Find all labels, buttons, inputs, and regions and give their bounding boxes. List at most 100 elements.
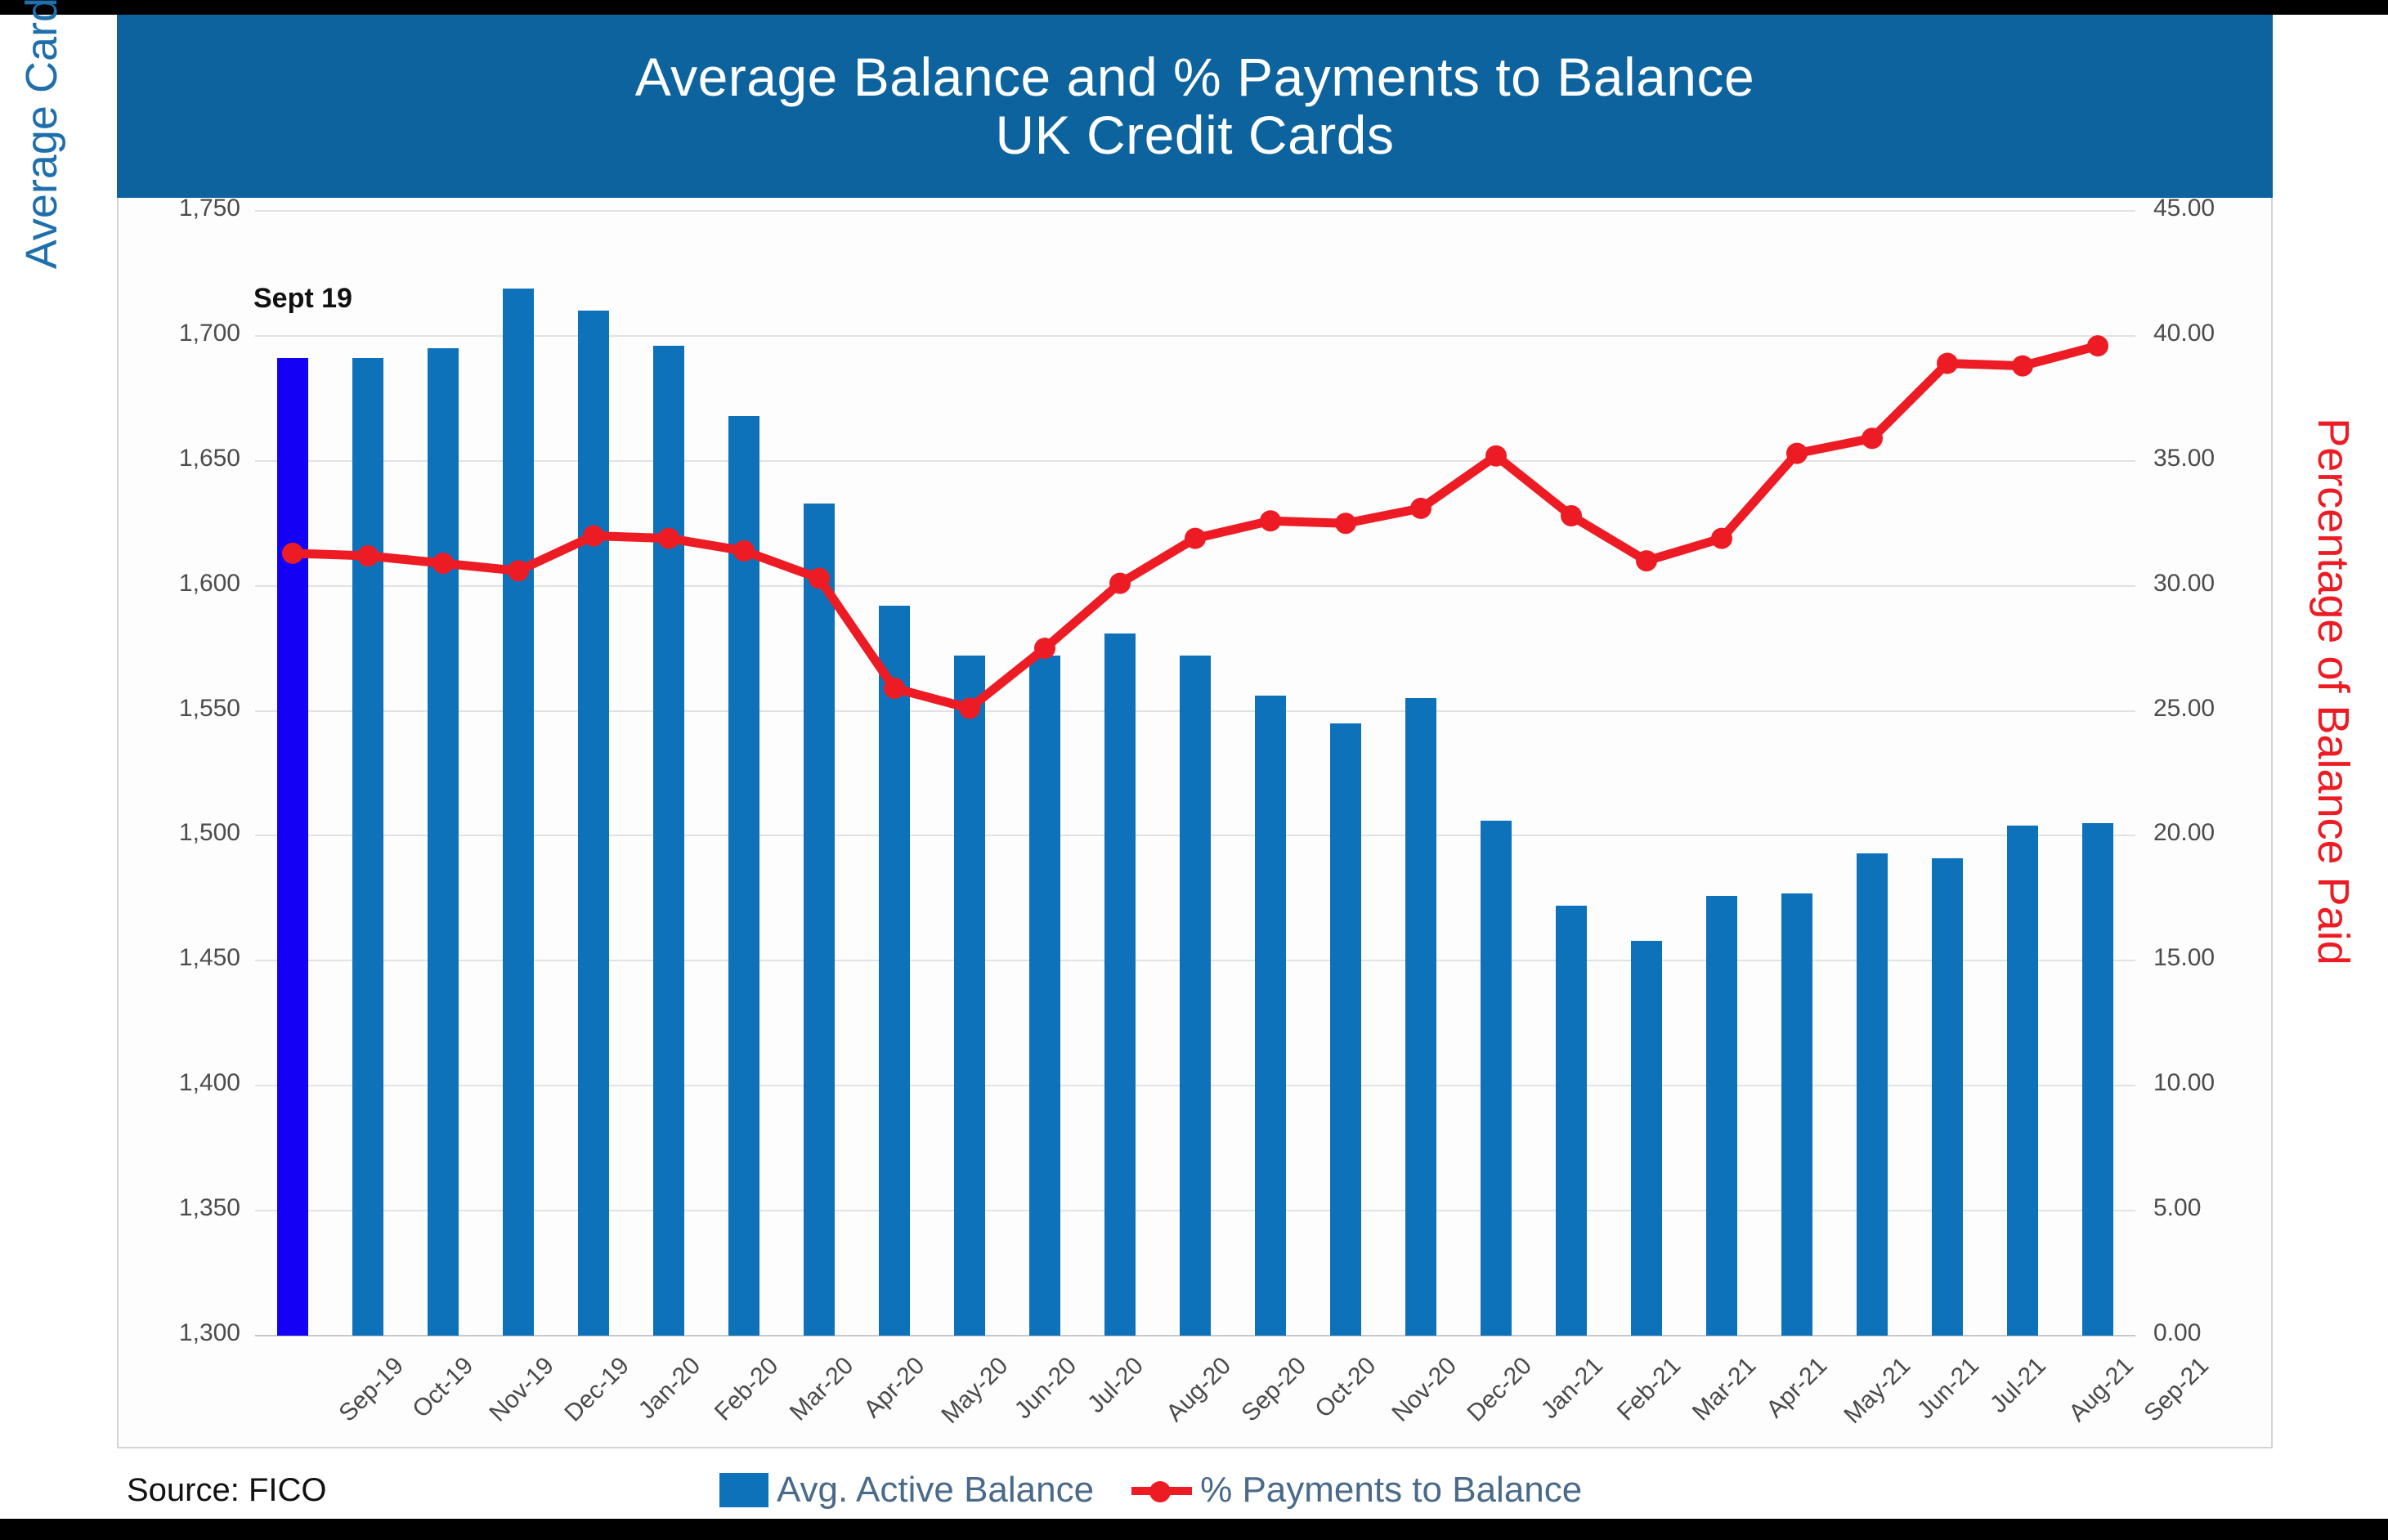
bar-May-20[interactable]	[878, 606, 911, 1336]
chart-title: Average Balance and % Payments to Balanc…	[634, 46, 1755, 165]
line-marker-Nov-20[interactable]: Nov-20: 32.5	[1335, 513, 1356, 535]
line-marker-Sep-20[interactable]: Sep-20: 31.9	[1185, 527, 1206, 549]
line-marker-Jan-21[interactable]: Jan-21: 35.2	[1485, 445, 1507, 467]
left-axis-tick-label: 1,300	[178, 1319, 240, 1346]
x-axis-label-Jun-20: Jun-20	[1009, 1352, 1082, 1425]
x-axis-label-Feb-20: Feb-20	[709, 1352, 784, 1426]
gridline	[255, 210, 2135, 212]
x-axis-label-Sep-21: Sep-21	[2139, 1352, 2215, 1427]
line-marker-Feb-21[interactable]: Feb-21: 32.8	[1561, 505, 1582, 526]
right-axis-tick-label: 5.00	[2153, 1194, 2202, 1222]
right-axis-tick-label: 10.00	[2153, 1069, 2216, 1097]
bar-Jan-21[interactable]	[1480, 821, 1512, 1336]
percent-payments-line	[288, 341, 2103, 713]
right-axis-tick-label: 25.00	[2153, 694, 2216, 722]
left-axis-tick-label: 1,700	[178, 319, 240, 347]
gridline	[255, 334, 2135, 337]
x-axis-label-Aug-21: Aug-21	[2063, 1352, 2139, 1427]
gridline	[255, 459, 2135, 462]
x-axis-label-May-20: May-20	[936, 1352, 1014, 1430]
line-marker-Mar-21[interactable]: Mar-21: 31	[1636, 550, 1657, 572]
bar-Nov-20[interactable]	[1329, 723, 1362, 1336]
legend-item-percent-payments-to-balance[interactable]: % Payments to Balance	[1131, 1470, 1582, 1511]
line-marker-Oct-20[interactable]: Oct-20: 32.6	[1260, 510, 1281, 532]
x-axis-label-Oct-19: Oct-19	[407, 1352, 479, 1423]
x-axis-label-Jul-20: Jul-20	[1082, 1352, 1149, 1419]
left-axis-tick-label: 1,450	[178, 944, 240, 972]
bar-Apr-21[interactable]	[1705, 895, 1738, 1336]
bar-Aug-21[interactable]	[2006, 826, 2039, 1336]
bar-Feb-20[interactable]	[652, 346, 685, 1336]
bar-Jun-21[interactable]	[1856, 853, 1888, 1336]
line-marker-Aug-20[interactable]: Aug-20: 30.1	[1109, 572, 1131, 594]
bar-Jul-20[interactable]	[1028, 656, 1061, 1336]
x-axis-label-Jun-21: Jun-21	[1911, 1352, 1985, 1425]
bar-Oct-19[interactable]	[352, 358, 384, 1336]
x-axis-label-Mar-21: Mar-21	[1687, 1352, 1762, 1426]
bar-Sep-19[interactable]	[276, 358, 309, 1336]
legend-label-avg-active-balance: Avg. Active Balance	[777, 1470, 1095, 1510]
line-marker-Aug-21[interactable]: Aug-21: 38.8	[2012, 355, 2033, 377]
x-axis-label-Feb-21: Feb-21	[1611, 1352, 1687, 1426]
x-axis-label-Mar-20: Mar-20	[784, 1352, 859, 1426]
bar-Sep-20[interactable]	[1179, 656, 1212, 1336]
right-axis-tick-label: 0.00	[2153, 1319, 2202, 1346]
chart-title-line1: Average Balance and % Payments to Balanc…	[634, 46, 1755, 107]
bar-Mar-20[interactable]	[728, 415, 760, 1336]
chart-frame: Sep-19: 31.3Oct-19: 31.2Nov-19: 30.9Dec-…	[117, 195, 2273, 1448]
right-axis-tick-label: 35.00	[2153, 444, 2216, 472]
chart-title-line2: UK Credit Cards	[995, 105, 1395, 165]
bar-Nov-19[interactable]	[427, 348, 459, 1336]
left-axis-tick-label: 1,750	[178, 195, 240, 222]
bar-Jun-20[interactable]	[953, 656, 986, 1336]
sept-19-annotation: Sept 19	[253, 283, 352, 314]
left-axis-tick-label: 1,550	[178, 694, 240, 722]
line-marker-Sep-21[interactable]: Sep-21: 39.6	[2087, 335, 2108, 357]
bar-Feb-21[interactable]	[1555, 906, 1588, 1336]
right-axis-tick-label: 20.00	[2153, 819, 2216, 847]
bar-Mar-21[interactable]	[1630, 940, 1663, 1336]
gridline	[255, 1335, 2135, 1336]
bar-Aug-20[interactable]	[1104, 633, 1136, 1336]
left-axis-tick-label: 1,350	[178, 1194, 240, 1222]
right-axis-tick-label: 40.00	[2153, 319, 2216, 347]
x-axis-label-Jan-21: Jan-21	[1535, 1352, 1609, 1425]
right-axis-tick-label: 45.00	[2153, 195, 2216, 222]
left-axis-title: Average Card Balance	[17, 0, 66, 270]
legend-label-percent-payments-to-balance: % Payments to Balance	[1200, 1470, 1583, 1510]
source-label: Source: FICO	[127, 1472, 327, 1508]
x-axis-label-Jul-21: Jul-21	[1984, 1352, 2052, 1419]
plot-area: Sep-19: 31.3Oct-19: 31.2Nov-19: 30.9Dec-…	[255, 210, 2135, 1336]
bar-Apr-20[interactable]	[803, 503, 836, 1336]
bar-Jan-20[interactable]	[577, 311, 610, 1336]
x-axis-label-Dec-19: Dec-19	[559, 1352, 635, 1427]
x-axis-label-Apr-20: Apr-20	[858, 1352, 930, 1424]
line-marker-Dec-20[interactable]: Dec-20: 33.1	[1410, 497, 1431, 519]
bar-Dec-19[interactable]	[502, 288, 535, 1336]
line-marker-Jul-21[interactable]: Jul-21: 38.9	[1937, 352, 1958, 374]
x-axis-label-Sep-20: Sep-20	[1236, 1352, 1312, 1427]
right-axis-tick-label: 30.00	[2153, 569, 2216, 597]
x-axis-label-May-21: May-21	[1839, 1352, 1916, 1430]
left-axis-tick-label: 1,600	[178, 569, 240, 597]
bar-Oct-20[interactable]	[1254, 696, 1287, 1336]
x-axis-label-Nov-20: Nov-20	[1387, 1352, 1463, 1427]
bar-May-21[interactable]	[1781, 893, 1813, 1336]
x-axis-label-Dec-20: Dec-20	[1462, 1352, 1538, 1427]
left-axis-tick-label: 1,650	[178, 444, 240, 472]
x-axis-label-Oct-20: Oct-20	[1310, 1352, 1382, 1423]
chart-legend: Avg. Active Balance % Payments to Balanc…	[719, 1470, 1582, 1511]
x-axis-label-Apr-21: Apr-21	[1761, 1352, 1833, 1424]
line-marker-Jun-21[interactable]: Jun-21: 35.9	[1862, 428, 1883, 450]
chart-title-banner: Average Balance and % Payments to Balanc…	[117, 15, 2273, 198]
bar-Sep-21[interactable]	[2081, 823, 2114, 1336]
bar-Dec-20[interactable]	[1405, 698, 1437, 1336]
bar-Jul-21[interactable]	[1931, 857, 1964, 1336]
x-axis-label-Jan-20: Jan-20	[633, 1352, 706, 1425]
right-axis-title: Percentage of Balance Paid	[2309, 418, 2358, 965]
line-marker-Apr-21[interactable]: Apr-21: 31.9	[1711, 527, 1732, 549]
legend-line-swatch-icon	[1131, 1473, 1193, 1507]
legend-item-avg-active-balance[interactable]: Avg. Active Balance	[719, 1470, 1094, 1511]
x-axis-label-Aug-20: Aug-20	[1161, 1352, 1237, 1427]
